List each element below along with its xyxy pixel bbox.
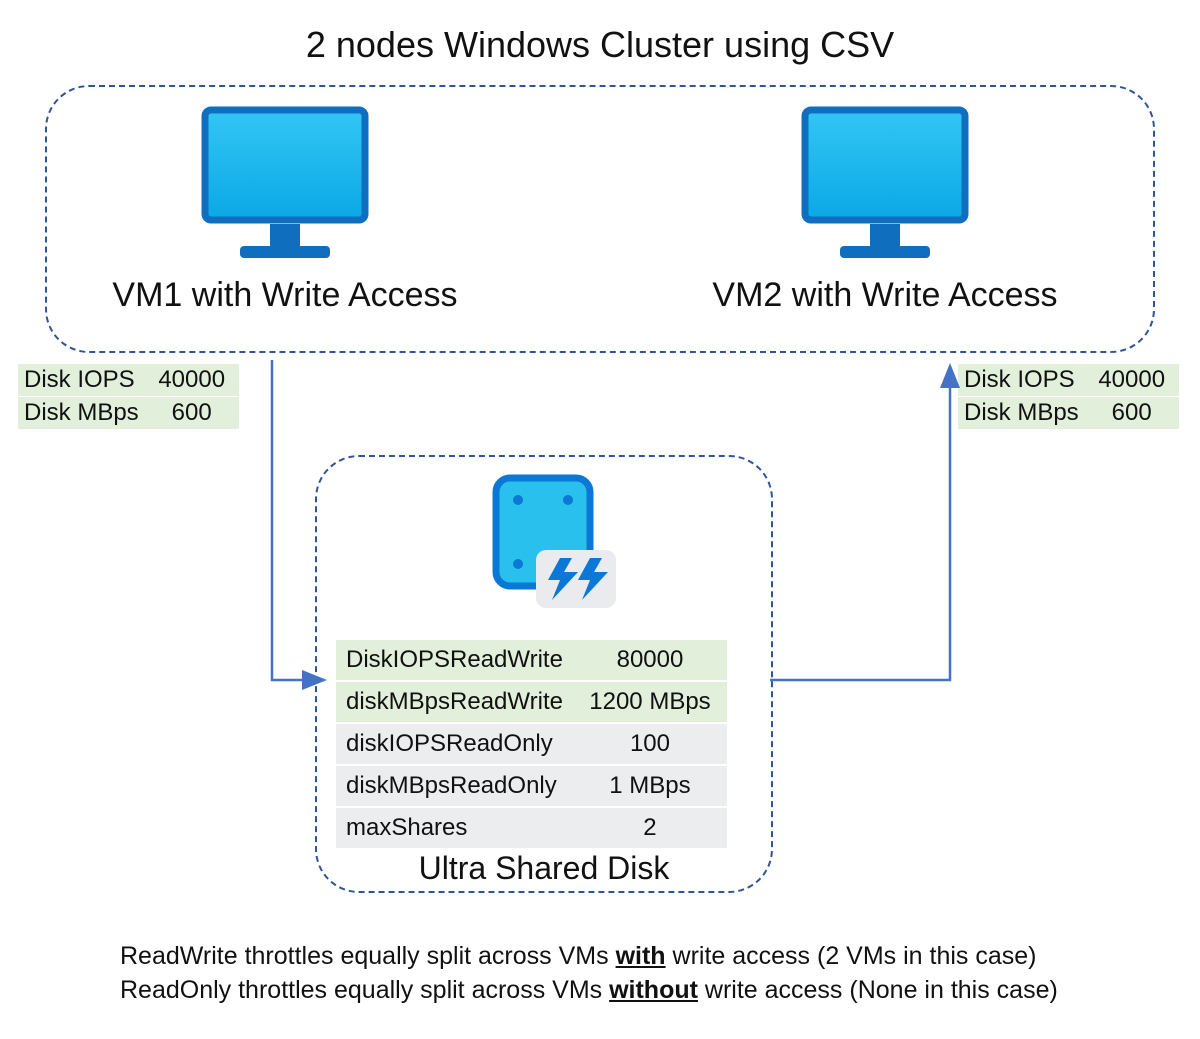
table-row: diskIOPSReadOnly 100: [336, 723, 727, 765]
table-row: maxShares 2: [336, 807, 727, 848]
cell-val: 1 MBps: [577, 765, 727, 807]
table-row: Disk IOPS 40000: [18, 364, 239, 397]
vm1: VM1 with Write Access: [70, 100, 500, 315]
cell-key: diskMBpsReadWrite: [336, 681, 577, 723]
vm1-metrics-table: Disk IOPS 40000 Disk MBps 600: [18, 363, 239, 429]
vm2-label: VM2 with Write Access: [650, 276, 1120, 315]
cell-val: 80000: [577, 639, 727, 681]
emphasis: without: [609, 976, 698, 1004]
metric-val: 40000: [1089, 364, 1179, 397]
monitor-icon: [790, 100, 980, 270]
cell-key: diskIOPSReadOnly: [336, 723, 577, 765]
table-row: diskMBpsReadWrite 1200 MBps: [336, 681, 727, 723]
footnotes: ReadWrite throttles equally split across…: [120, 940, 1058, 1008]
shared-disk-table: DiskIOPSReadWrite 80000 diskMBpsReadWrit…: [336, 638, 727, 848]
vm2: VM2 with Write Access: [650, 100, 1120, 315]
cell-val: 2: [577, 807, 727, 848]
vm1-label: VM1 with Write Access: [70, 276, 500, 315]
metric-val: 600: [149, 397, 239, 430]
metric-key: Disk IOPS: [958, 364, 1089, 397]
ultra-disk-icon: [478, 472, 628, 622]
table-row: Disk IOPS 40000: [958, 364, 1179, 397]
cell-key: maxShares: [336, 807, 577, 848]
cell-val: 1200 MBps: [577, 681, 727, 723]
diagram-title: 2 nodes Windows Cluster using CSV: [0, 24, 1200, 66]
text: write access (2 VMs in this case): [666, 942, 1037, 970]
table-row: DiskIOPSReadWrite 80000: [336, 639, 727, 681]
text: ReadWrite throttles equally split across…: [120, 942, 616, 970]
table-row: diskMBpsReadOnly 1 MBps: [336, 765, 727, 807]
metric-val: 600: [1089, 397, 1179, 430]
table-row: Disk MBps 600: [958, 397, 1179, 430]
text: write access (None in this case): [698, 976, 1058, 1004]
cell-key: DiskIOPSReadWrite: [336, 639, 577, 681]
cell-key: diskMBpsReadOnly: [336, 765, 577, 807]
table-row: Disk MBps 600: [18, 397, 239, 430]
emphasis: with: [616, 942, 666, 970]
metric-key: Disk MBps: [958, 397, 1089, 430]
metric-key: Disk MBps: [18, 397, 149, 430]
shared-disk-caption: Ultra Shared Disk: [315, 850, 773, 887]
metric-key: Disk IOPS: [18, 364, 149, 397]
metric-val: 40000: [149, 364, 239, 397]
vm2-metrics-table: Disk IOPS 40000 Disk MBps 600: [958, 363, 1179, 429]
text: ReadOnly throttles equally split across …: [120, 976, 609, 1004]
cell-val: 100: [577, 723, 727, 765]
footnote-line: ReadWrite throttles equally split across…: [120, 940, 1058, 974]
footnote-line: ReadOnly throttles equally split across …: [120, 974, 1058, 1008]
monitor-icon: [190, 100, 380, 270]
